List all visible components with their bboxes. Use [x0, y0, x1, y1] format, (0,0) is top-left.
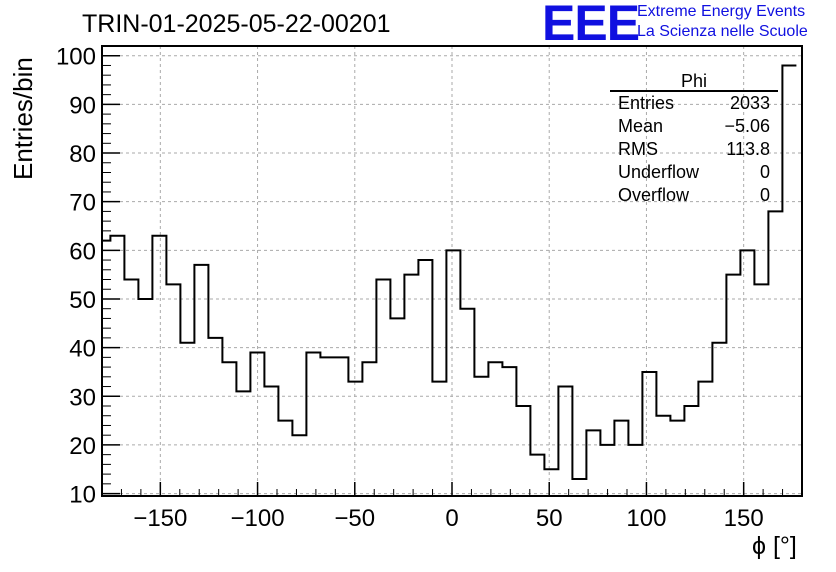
x-axis-label: ϕ [°] — [752, 532, 797, 560]
stats-value: 2033 — [729, 93, 770, 113]
stats-row-mean: Mean −5.06 — [610, 115, 778, 138]
chart-title: TRIN-01-2025-05-22-00201 — [82, 10, 391, 38]
brand-text: Extreme Energy Events La Scienza nelle S… — [637, 2, 808, 42]
x-tick-label: −100 — [231, 505, 285, 532]
y-tick-label: 50 — [69, 287, 96, 314]
stats-row-entries: Entries 2033 — [610, 92, 778, 115]
stats-value: 113.8 — [726, 139, 770, 159]
y-tick-label: 70 — [69, 190, 96, 217]
axis-ticks — [101, 54, 803, 496]
x-tick-label: 50 — [536, 505, 563, 532]
stats-label: Mean — [618, 116, 664, 136]
y-tick-label: 20 — [69, 433, 96, 460]
x-tick-label: 100 — [626, 505, 666, 532]
x-tick-label: −50 — [334, 505, 375, 532]
brand-line-2: La Scienza nelle Scuole — [637, 23, 808, 40]
y-tick-label: 80 — [69, 141, 96, 168]
y-tick-label: 60 — [69, 238, 96, 265]
tick-labels: −150 −100 −50 0 50 100 150 10 20 30 40 50 60 70 80 90 10… — [56, 44, 764, 532]
stats-value: 0 — [759, 185, 770, 205]
x-tick-label: −150 — [133, 505, 187, 532]
brand-line-1: Extreme Energy Events — [637, 3, 806, 20]
y-axis-label: Entries/bin — [8, 57, 38, 180]
y-tick-label: 100 — [56, 44, 96, 71]
stats-value: 0 — [759, 162, 770, 182]
stats-row-rms: RMS 113.8 — [610, 138, 778, 161]
y-tick-label: 90 — [69, 92, 96, 119]
stats-label: Underflow — [618, 162, 700, 182]
histogram-line — [102, 64, 797, 480]
x-tick-label: 0 — [445, 505, 458, 532]
stats-row-underflow: Underflow 0 — [610, 161, 778, 184]
stats-box: Phi Entries 2033 Mean −5.06 RMS 113.8 Un… — [610, 72, 778, 207]
stats-row-overflow: Overflow 0 — [610, 184, 778, 207]
eee-logo: EEE — [542, 0, 640, 51]
y-tick-label: 30 — [69, 384, 96, 411]
stats-label: Entries — [618, 93, 675, 113]
stats-title: Phi — [610, 72, 778, 92]
stats-label: RMS — [618, 139, 658, 159]
stats-value: −5.06 — [724, 116, 770, 136]
x-tick-label: 150 — [724, 505, 764, 532]
y-tick-label: 10 — [69, 482, 96, 509]
y-tick-label: 40 — [69, 336, 96, 363]
stats-label: Overflow — [618, 185, 690, 205]
